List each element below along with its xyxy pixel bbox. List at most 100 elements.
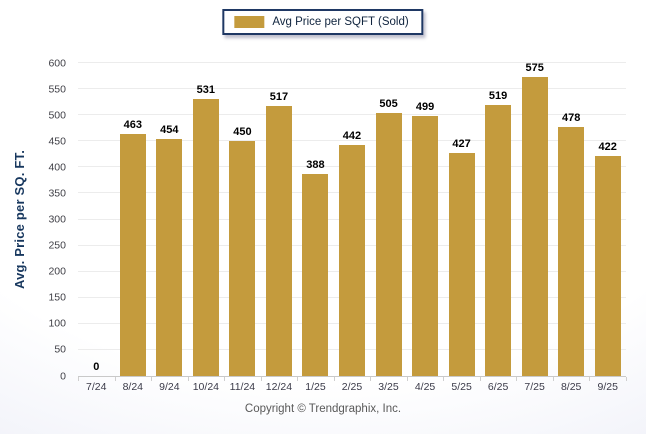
gridline [78, 62, 626, 63]
y-tick-label: 600 [48, 56, 66, 69]
bar-value-label: 442 [342, 130, 362, 143]
bar [375, 112, 402, 376]
bar-value-label: 388 [306, 158, 325, 171]
x-tickmark [151, 377, 153, 381]
x-tick-label: 9/24 [159, 381, 180, 393]
gridline [78, 140, 626, 142]
bar-value-label: 505 [379, 97, 398, 110]
bar-slot: 0 [78, 63, 115, 376]
bar-slot: 499 [407, 63, 444, 376]
y-tick-label: 450 [48, 135, 66, 147]
legend-label: Avg Price per SQFT (Sold) [272, 16, 409, 28]
bar-slot: 505 [370, 63, 407, 376]
gridline [78, 114, 626, 116]
bar [119, 134, 146, 376]
x-tick-label: 1/25 [305, 381, 326, 393]
x-tickmark [516, 377, 518, 381]
x-tickmark [260, 377, 262, 381]
y-tick-label: 0 [60, 369, 66, 382]
y-tick-label: 100 [48, 317, 66, 330]
x-tickmark [78, 377, 79, 381]
copyright-text: Copyright © Trendgraphix, Inc. [244, 403, 402, 415]
bar-value-label: 427 [452, 138, 471, 151]
x-tick-label: 10/24 [192, 381, 219, 393]
bar [594, 155, 621, 376]
bar-slot: 531 [188, 63, 225, 376]
x-tick-label: 8/24 [122, 381, 144, 393]
gridline [78, 88, 626, 90]
bar-slot: 519 [480, 63, 517, 376]
x-axis-labels: 7/24 8/24 9/24 10/24 11/24 12/24 1/25 2/25 3/25 4… [78, 381, 626, 393]
bar-value-label: 575 [525, 62, 544, 74]
x-tick-label: 2/25 [341, 381, 363, 393]
bar [521, 77, 548, 376]
x-tick-label: 7/24 [86, 381, 107, 393]
bar-slot: 575 [516, 63, 553, 376]
bar-value-label: 422 [598, 140, 617, 153]
bar-value-label: 531 [196, 84, 216, 96]
x-tick-label: 12/24 [265, 381, 293, 393]
bar-value-label: 454 [160, 124, 179, 137]
x-tickmark [224, 377, 226, 381]
bar-slot: 442 [334, 63, 371, 376]
x-tickmark [443, 377, 445, 381]
x-tickmark [589, 377, 591, 381]
x-tickmark [479, 377, 481, 381]
x-tickmark [333, 377, 335, 381]
x-tick-label: 8/25 [560, 381, 582, 393]
bar-slot: 388 [297, 63, 334, 376]
x-tick-label: 4/25 [414, 381, 436, 393]
legend: Avg Price per SQFT (Sold) [222, 9, 424, 35]
x-tick-label: 6/25 [487, 381, 509, 393]
bar-value-label: 450 [233, 126, 252, 139]
x-tickmark [552, 377, 554, 381]
y-tick-label: 250 [48, 239, 66, 252]
x-tick-label: 11/24 [229, 381, 256, 393]
legend-swatch-icon [234, 16, 265, 28]
y-tick-label: 150 [48, 291, 66, 304]
bar [558, 126, 585, 376]
x-tickmark [187, 377, 189, 381]
x-tickmark [370, 377, 372, 381]
bar [338, 145, 365, 376]
bar [192, 99, 219, 376]
bar-series: 0 463 454 531 450 517 388 442 505 499 427 519 575 478… [78, 63, 626, 376]
bar-slot: 422 [589, 63, 626, 376]
y-tick-label: 300 [48, 213, 66, 226]
bar-slot: 478 [553, 63, 590, 376]
bar [265, 106, 292, 376]
bar-slot: 463 [115, 63, 152, 376]
bar-slot: 427 [443, 63, 480, 376]
bar [448, 153, 475, 376]
y-tick-label: 50 [54, 343, 66, 356]
x-tick-label: 7/25 [524, 381, 545, 393]
x-tickmark [297, 377, 299, 381]
bar-value-label: 499 [415, 100, 435, 113]
x-tick-label: 5/25 [451, 381, 472, 393]
bar [302, 173, 329, 376]
bar-value-label: 517 [269, 91, 289, 104]
x-tick-label: 9/25 [597, 381, 618, 393]
plot-area: 0 463 454 531 450 517 388 442 505 499 427 519 575 478… [78, 62, 626, 377]
bar-value-label: 463 [123, 119, 142, 132]
x-axis-tickmarks [78, 377, 627, 381]
bar-slot: 517 [261, 63, 298, 376]
bar-slot: 454 [151, 63, 188, 376]
y-axis-title: Avg. Price per SQ. FT. [12, 150, 27, 290]
bar-slot: 450 [224, 63, 261, 376]
y-tick-label: 200 [48, 265, 66, 278]
x-tickmark [626, 377, 627, 381]
bar [229, 141, 256, 376]
bar [156, 139, 183, 376]
y-axis-tick-labels: 0 50 100 150 200 250 300 350 400 450 500 550 600 [38, 58, 72, 381]
bar-value-label: 478 [561, 111, 581, 124]
y-tick-label: 500 [48, 108, 66, 121]
bar-value-label: 519 [488, 90, 508, 103]
bar [485, 105, 512, 376]
y-tick-label: 550 [48, 82, 66, 95]
x-tick-label: 3/25 [378, 381, 399, 393]
y-tick-label: 350 [48, 187, 66, 200]
x-tickmark [114, 377, 116, 381]
x-tickmark [406, 377, 408, 381]
